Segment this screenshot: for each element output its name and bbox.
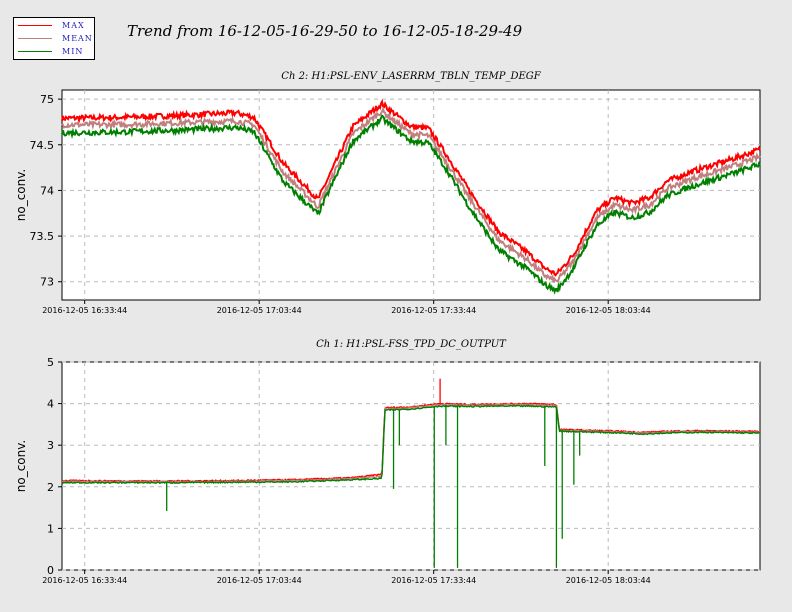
page-title: Trend from 16-12-05-16-29-50 to 16-12-05…	[127, 22, 523, 40]
y-tick-label: 74	[40, 184, 54, 197]
x-tick-label: 2016-12-05 18:03:44	[566, 306, 651, 315]
legend-label-mean: MEAN	[62, 34, 93, 43]
y-tick-label: 73	[40, 276, 54, 289]
legend-label-min: MIN	[62, 47, 84, 56]
legend: MAX MEAN MIN	[13, 17, 95, 60]
legend-item-mean: MEAN	[18, 33, 94, 45]
chart-title-1: Ch 2: H1:PSL-ENV_LASERRM_TBLN_TEMP_DEGF	[281, 71, 541, 82]
y-tick-label: 2	[47, 481, 54, 494]
x-tick-label: 2016-12-05 17:33:44	[391, 306, 476, 315]
y-axis-label-2: no_conv.	[14, 440, 28, 492]
y-tick-label: 74.5	[30, 139, 55, 152]
x-tick-label: 2016-12-05 16:33:44	[42, 576, 127, 585]
legend-item-max: MAX	[18, 20, 94, 32]
y-tick-label: 0	[47, 564, 54, 577]
x-tick-label: 2016-12-05 17:33:44	[391, 576, 476, 585]
legend-swatch-max	[18, 25, 52, 26]
y-tick-label: 5	[47, 356, 54, 369]
legend-item-min: MIN	[18, 46, 94, 58]
y-tick-label: 73.5	[30, 230, 55, 243]
x-tick-label: 2016-12-05 16:33:44	[42, 306, 127, 315]
y-tick-label: 75	[40, 93, 54, 106]
series-line-min-2	[61, 404, 761, 485]
legend-swatch-min	[18, 51, 52, 52]
series-line-mean-1	[61, 106, 761, 283]
chart-title-2: Ch 1: H1:PSL-FSS_TPD_DC_OUTPUT	[316, 339, 507, 350]
y-tick-label: 3	[47, 439, 54, 452]
series-line-mean-2	[61, 403, 761, 484]
legend-label-max: MAX	[62, 21, 85, 30]
y-tick-label: 1	[47, 522, 54, 535]
series-line-max-1	[61, 98, 761, 277]
legend-swatch-mean	[18, 38, 52, 39]
x-tick-label: 2016-12-05 17:03:44	[217, 306, 302, 315]
y-tick-label: 4	[47, 398, 54, 411]
plot-area-2	[61, 361, 761, 571]
series-line-min-1	[61, 114, 761, 295]
y-axis-label-1: no_conv.	[14, 169, 28, 221]
x-tick-label: 2016-12-05 18:03:44	[566, 576, 651, 585]
x-tick-label: 2016-12-05 17:03:44	[217, 576, 302, 585]
